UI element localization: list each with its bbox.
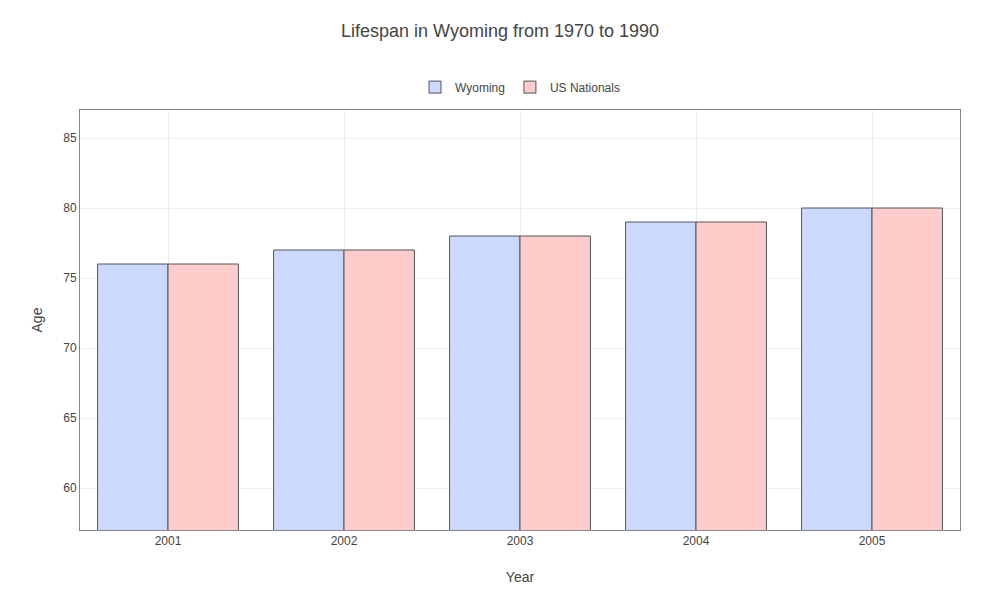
svg-text:75: 75 — [63, 271, 77, 285]
svg-text:2003: 2003 — [507, 534, 534, 548]
svg-text:80: 80 — [63, 201, 77, 215]
svg-text:2002: 2002 — [331, 534, 358, 548]
svg-text:US Nationals: US Nationals — [550, 81, 620, 95]
svg-text:2001: 2001 — [155, 534, 182, 548]
svg-text:85: 85 — [63, 131, 77, 145]
svg-text:60: 60 — [63, 481, 77, 495]
svg-text:Age: Age — [29, 307, 45, 332]
svg-text:Lifespan in Wyoming from 1970: Lifespan in Wyoming from 1970 to 1990 — [341, 21, 659, 41]
svg-text:Year: Year — [506, 569, 535, 585]
svg-text:65: 65 — [63, 411, 77, 425]
svg-text:70: 70 — [63, 341, 77, 355]
svg-text:Wyoming: Wyoming — [455, 81, 505, 95]
svg-text:2004: 2004 — [683, 534, 710, 548]
svg-text:2005: 2005 — [859, 534, 886, 548]
